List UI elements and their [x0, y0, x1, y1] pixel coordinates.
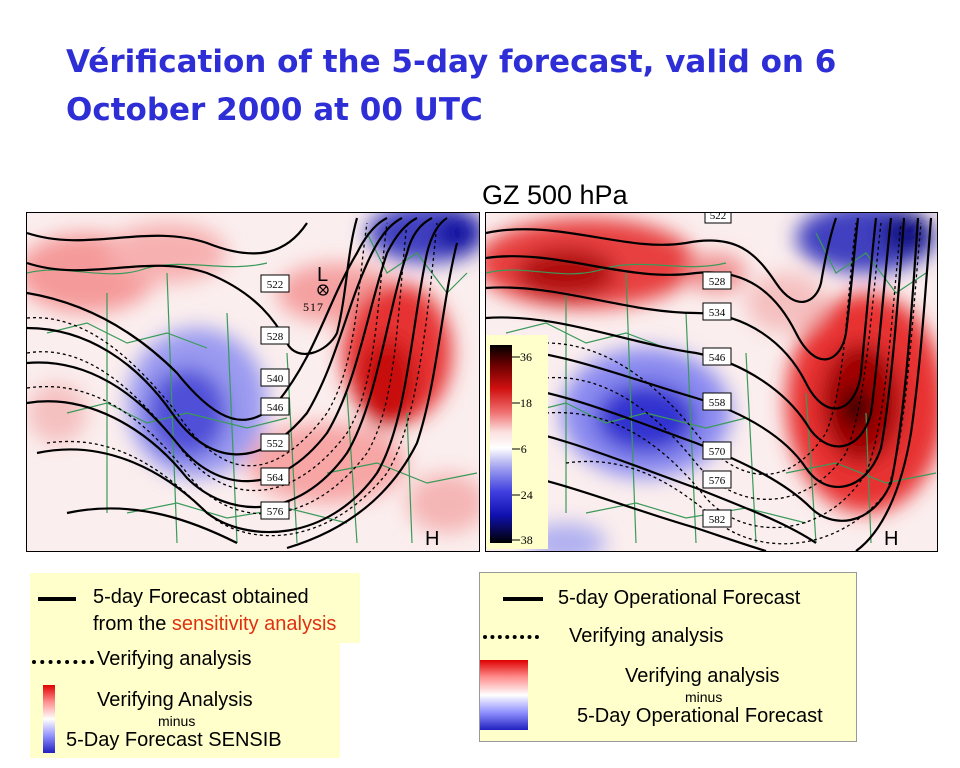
svg-text:546: 546: [267, 402, 284, 414]
color-scale: 36 18 −6 −24 −38: [486, 335, 548, 549]
contour-label: 576: [260, 501, 290, 520]
contour-label: 522: [704, 213, 732, 224]
left-legend-line2-prefix: from the: [93, 613, 172, 635]
high-pressure-marker: H: [884, 528, 898, 550]
right-legend-diff-bottom: 5-Day Operational Forecast: [577, 705, 823, 727]
contour-label: 582: [702, 509, 732, 528]
map-subtitle: GZ 500 hPa: [482, 180, 628, 210]
left-legend-diff-mid: minus: [158, 713, 196, 729]
operational-forecast-contours: [486, 217, 933, 551]
low-value-label: 517: [303, 300, 324, 314]
contour-label: 540: [260, 368, 290, 387]
contour-label: 576: [702, 470, 732, 489]
contour-label: 528: [702, 271, 732, 290]
color-scale-bar: [490, 345, 512, 543]
contour-label: 534: [702, 302, 732, 321]
left-legend: [30, 573, 360, 643]
contour-label: 528: [260, 326, 290, 345]
low-pressure-marker: L: [317, 264, 328, 286]
right-map-graphic: 522 528 534 546 558 570 576 582 36 18 −6…: [486, 213, 937, 551]
right-legend-line1: 5-day Operational Forecast: [558, 587, 801, 609]
svg-text:528: 528: [267, 331, 284, 343]
contour-label: 558: [702, 392, 732, 411]
contour-label: 564: [260, 467, 290, 486]
left-legend-line1: 5-day Forecast obtained: [93, 586, 309, 608]
contour-label: 546: [260, 397, 290, 416]
svg-text:576: 576: [267, 506, 284, 518]
svg-text:558: 558: [709, 397, 726, 409]
left-legend-dotted-label: Verifying analysis: [97, 648, 252, 670]
svg-text:534: 534: [709, 307, 726, 319]
left-contour-labels: 522 528 540 546 552 564 576: [260, 274, 290, 520]
page-title: Vérification of the 5-day forecast, vali…: [66, 44, 837, 128]
low-center-icon: [317, 284, 329, 296]
right-contour-labels: 522 528 534 546 558 570 576 582: [702, 213, 732, 528]
dotted-line-icon: [32, 660, 94, 664]
svg-text:582: 582: [709, 514, 726, 526]
high-pressure-marker: H: [425, 528, 439, 550]
scale-tick-label: −6: [514, 442, 527, 456]
svg-text:570: 570: [709, 446, 726, 458]
left-map-graphic: 522 528 540 546 552 564 576 L 517 H: [27, 213, 479, 551]
contour-label: 522: [260, 274, 290, 293]
svg-text:528: 528: [709, 276, 726, 288]
svg-text:546: 546: [709, 352, 726, 364]
svg-text:564: 564: [267, 472, 284, 484]
right-legend-diff-mid: minus: [685, 689, 723, 705]
dotted-line-icon: [483, 635, 539, 639]
svg-text:522: 522: [710, 213, 727, 222]
left-legend-diff-top: Verifying Analysis: [97, 689, 253, 711]
scale-tick-label: 18: [520, 396, 532, 410]
contour-label: 546: [702, 347, 732, 366]
difference-color-swatch: [43, 685, 55, 753]
low-center-cross-icon: [318, 285, 328, 295]
solid-line-icon: [503, 597, 543, 601]
difference-color-swatch: [480, 660, 528, 730]
solid-line-icon: [38, 597, 76, 601]
scale-tick-label: −24: [514, 488, 533, 502]
svg-text:540: 540: [267, 373, 284, 385]
map-sensitivity-forecast: 522 528 540 546 552 564 576 L 517 H: [26, 212, 480, 552]
left-legend-line2: from the sensitivity analysis: [93, 613, 336, 636]
right-legend-diff-top: Verifying analysis: [625, 665, 780, 687]
verifying-analysis-contours: [27, 222, 438, 537]
left-legend-diff-bottom: 5-Day Forecast SENSIB: [66, 729, 282, 751]
map-operational-forecast: 522 528 534 546 558 570 576 582 36 18 −6…: [485, 212, 938, 552]
right-legend-dotted-label: Verifying analysis: [569, 625, 724, 647]
sensitivity-analysis-highlight: sensitivity analysis: [171, 613, 337, 635]
contour-label: 552: [260, 433, 290, 452]
contour-label: 570: [702, 441, 732, 460]
scale-tick-label: −38: [514, 533, 533, 547]
svg-text:552: 552: [267, 438, 284, 450]
svg-text:576: 576: [709, 475, 726, 487]
svg-text:522: 522: [267, 279, 284, 291]
scale-tick-label: 36: [520, 350, 532, 364]
